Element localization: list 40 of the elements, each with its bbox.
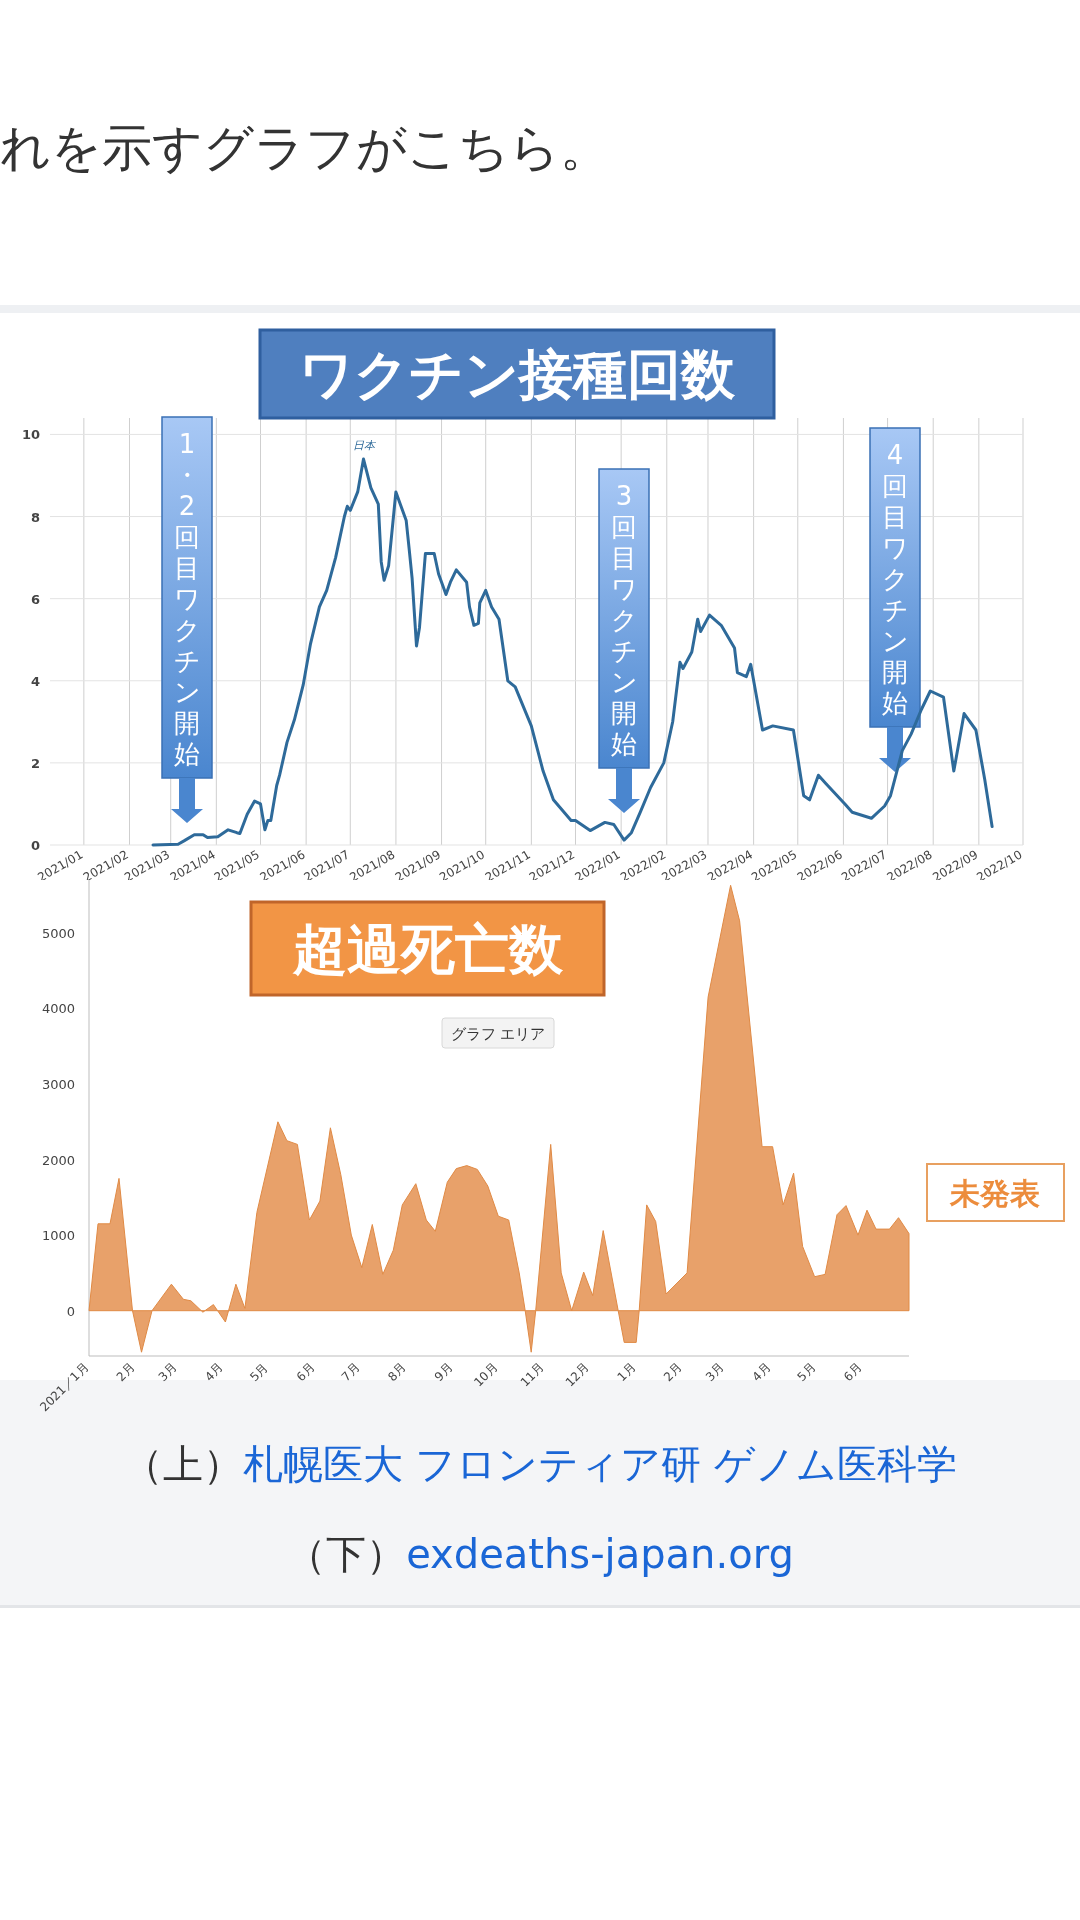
y-tick-label: 2 (30, 755, 40, 771)
text: 3回目ワクチン開始 (610, 481, 638, 759)
y-tick-label: 2000 (41, 1152, 75, 1168)
series-label: 日本 (352, 439, 376, 453)
x-tick-label: 5月 (794, 1360, 819, 1385)
y-tick-label: 1000 (41, 1228, 75, 1244)
x-tick-label: 4月 (202, 1360, 227, 1385)
text: 未発表 (949, 1176, 1040, 1211)
text: れを示すグラフがこちら。 (0, 119, 610, 177)
y-tick-label: 10 (21, 427, 40, 443)
x-tick-label: 3月 (702, 1360, 727, 1385)
x-tick-label: 8月 (385, 1360, 409, 1385)
x-tick-label: 10月 (471, 1360, 501, 1390)
chart-title: ワクチン接種回数 (299, 343, 736, 406)
x-tick-label: 6月 (293, 1360, 318, 1385)
y-tick-label: 4000 (41, 1001, 75, 1017)
x-tick-label: 2月 (113, 1360, 138, 1385)
text: （上）札幌医大 フロンティア研 ゲノム医科学 (122, 1441, 958, 1487)
y-tick-label: 8 (30, 509, 40, 525)
x-tick-label: 11月 (517, 1360, 547, 1390)
y-tick-label: 3000 (41, 1077, 75, 1092)
x-tick-label: 9月 (431, 1360, 456, 1385)
text: 超過死亡数 (291, 917, 564, 981)
x-tick-label: 12月 (562, 1360, 592, 1390)
y-tick-label: 0 (66, 1303, 75, 1319)
x-tick-label: 7月 (338, 1360, 363, 1385)
text: 4回目ワクチン開始 (881, 440, 909, 718)
y-tick-label: 4 (30, 673, 40, 689)
x-tick-label: 6月 (840, 1360, 865, 1385)
y-tick-label: 5000 (41, 925, 75, 941)
x-tick-label: 2月 (660, 1360, 685, 1385)
x-tick-label: 4月 (749, 1360, 774, 1385)
x-tick-label: 1月 (614, 1360, 639, 1385)
text: （下）exdeaths-japan.org (286, 1531, 794, 1577)
text: 1・2回目ワクチン開始 (173, 429, 201, 769)
y-tick-label: 6 (30, 591, 40, 607)
x-tick-label: 5月 (247, 1360, 272, 1385)
annotation: グラフ エリア (450, 1025, 546, 1043)
x-tick-label: 3月 (155, 1360, 180, 1385)
y-tick-label: 0 (30, 838, 40, 853)
